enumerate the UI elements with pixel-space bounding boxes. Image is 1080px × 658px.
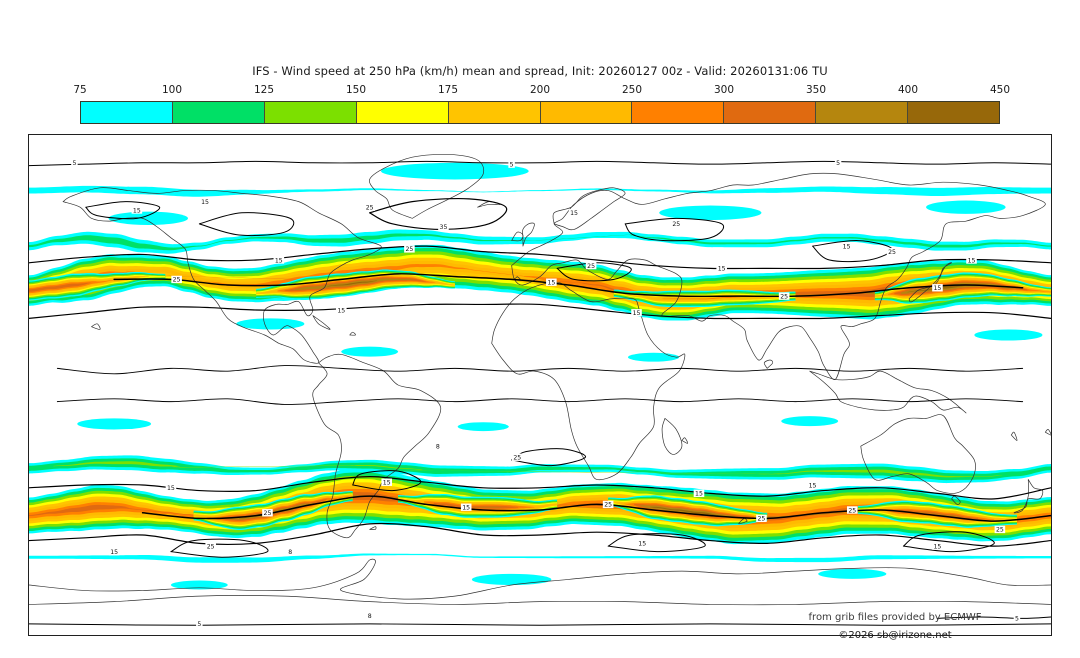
svg-text:15: 15: [695, 491, 703, 498]
svg-text:25: 25: [207, 543, 215, 550]
svg-text:15: 15: [337, 307, 345, 314]
svg-text:15: 15: [934, 285, 942, 292]
svg-text:15: 15: [809, 482, 817, 489]
svg-text:5: 5: [72, 160, 76, 167]
svg-text:25: 25: [173, 277, 181, 284]
svg-text:5: 5: [836, 160, 840, 167]
colorbar-tick-350: 350: [805, 84, 827, 96]
svg-text:25: 25: [996, 527, 1004, 534]
coastlines: [29, 153, 1051, 606]
colorbar-segment-350-400: [816, 102, 909, 123]
svg-text:15: 15: [547, 280, 555, 287]
svg-text:25: 25: [672, 221, 680, 228]
colorbar-segment-400-450: [908, 102, 1000, 123]
svg-text:15: 15: [718, 266, 726, 273]
colorbar-tick-125: 125: [253, 84, 275, 96]
colorbar-segment-125-150: [264, 102, 357, 123]
colorbar-tick-150: 150: [345, 84, 367, 96]
colorbar-segment-100-125: [172, 102, 265, 123]
colorbar-tick-200: 200: [529, 84, 551, 96]
page-title: IFS - Wind speed at 250 hPa (km/h) mean …: [252, 64, 828, 78]
svg-text:25: 25: [604, 502, 612, 509]
svg-text:15: 15: [275, 257, 283, 264]
svg-text:15: 15: [843, 243, 851, 250]
colorbar-tick-450: 450: [989, 84, 1011, 96]
svg-text:25: 25: [587, 263, 595, 270]
colorbar-segment-175-200: [448, 102, 541, 123]
colorbar-tick-175: 175: [437, 84, 459, 96]
colorbar-segment-250-300: [632, 102, 725, 123]
colorbar-tick-300: 300: [713, 84, 735, 96]
colorbar-tick-100: 100: [161, 84, 183, 96]
svg-text:25: 25: [366, 205, 374, 212]
svg-text:25: 25: [848, 507, 856, 514]
wind-speed-bands: [29, 162, 1051, 590]
svg-text:5: 5: [1015, 616, 1019, 623]
svg-text:15: 15: [934, 543, 942, 550]
colorbar-segment-150-175: [356, 102, 449, 123]
colorbar-tick-400: 400: [897, 84, 919, 96]
colorbar-segment-75-100: [81, 102, 173, 123]
svg-text:25: 25: [888, 249, 896, 256]
svg-text:15: 15: [110, 549, 118, 556]
svg-text:8: 8: [436, 443, 440, 450]
svg-text:35: 35: [440, 224, 448, 231]
svg-text:15: 15: [383, 480, 391, 487]
colorbar-tick-75: 75: [73, 84, 87, 96]
svg-text:25: 25: [264, 510, 272, 517]
svg-text:25: 25: [780, 293, 788, 300]
map-svg: 5 5 5 15 25 35 15 25 15 15 25 15 25 15 25 15 25 15 15 15 15 2…: [29, 135, 1051, 635]
contour-labels: 5 5 5 15 25 35 15 25 15 15 25 15 25 15 25 15 25 15 15 15 15 2…: [71, 159, 1021, 628]
svg-text:15: 15: [201, 199, 209, 206]
colorbar: 75 100 125 150 175 200 250 300 350 400 450: [73, 84, 1010, 126]
svg-text:5: 5: [510, 161, 514, 168]
colorbar-segment-300-350: [724, 102, 817, 123]
svg-text:5: 5: [197, 621, 201, 628]
map-canvas[interactable]: 5 5 5 15 25 35 15 25 15 15 25 15 25 15 25 15 25 15 15 15 15 2…: [28, 134, 1052, 636]
svg-text:15: 15: [638, 541, 646, 548]
svg-text:25: 25: [757, 516, 765, 523]
svg-text:25: 25: [405, 246, 413, 253]
svg-text:15: 15: [133, 207, 141, 214]
colorbar-segment-200-250: [540, 102, 633, 123]
credit-copyright: ©2026 sb@irizone.net: [838, 630, 952, 641]
colorbar-segments: [80, 101, 1000, 124]
svg-text:25: 25: [513, 455, 521, 462]
svg-text:8: 8: [368, 613, 372, 620]
svg-text:15: 15: [462, 505, 470, 512]
colorbar-tick-labels: 75 100 125 150 175 200 250 300 350 400 450: [73, 84, 1010, 100]
svg-text:15: 15: [968, 257, 976, 264]
svg-text:15: 15: [570, 210, 578, 217]
colorbar-tick-250: 250: [621, 84, 643, 96]
svg-text:15: 15: [633, 310, 641, 317]
svg-text:8: 8: [288, 549, 292, 556]
svg-text:15: 15: [167, 485, 175, 492]
